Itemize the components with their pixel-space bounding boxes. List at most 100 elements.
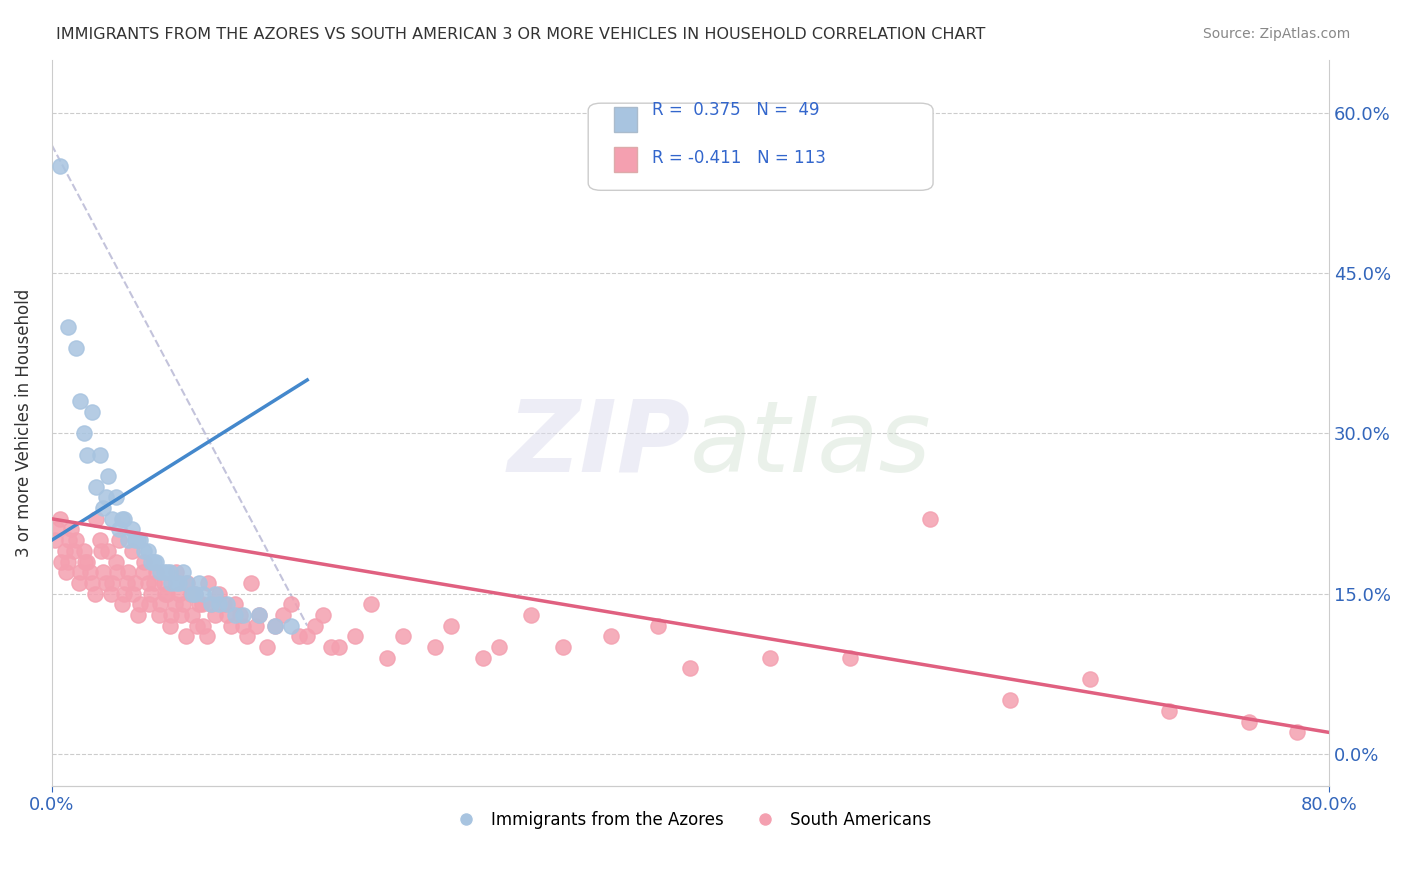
Point	[1078, 672, 1101, 686]
Point	[247, 607, 270, 622]
Point	[264, 618, 287, 632]
Point	[392, 629, 415, 643]
Point	[44, 533, 66, 548]
Point	[304, 618, 326, 632]
Point	[181, 586, 204, 600]
Point	[134, 555, 156, 569]
Point	[94, 575, 117, 590]
Point	[101, 575, 124, 590]
Point	[224, 607, 246, 622]
Point	[170, 607, 193, 622]
Point	[197, 575, 219, 590]
Point	[136, 575, 159, 590]
Point	[217, 597, 239, 611]
Point	[195, 629, 218, 643]
Point	[217, 607, 239, 622]
Point	[139, 555, 162, 569]
Point	[163, 597, 186, 611]
Point	[100, 586, 122, 600]
Point	[312, 607, 335, 622]
Point	[165, 575, 187, 590]
Point	[86, 480, 108, 494]
Point	[91, 501, 114, 516]
Point	[136, 544, 159, 558]
Point	[181, 607, 204, 622]
Point	[165, 565, 187, 579]
Point	[97, 469, 120, 483]
Point	[295, 629, 318, 643]
Point	[132, 565, 155, 579]
Point	[124, 575, 146, 590]
Point	[156, 586, 179, 600]
Point	[599, 629, 621, 643]
Point	[148, 607, 170, 622]
Point	[104, 491, 127, 505]
Point	[328, 640, 350, 654]
Point	[138, 597, 160, 611]
Point	[75, 555, 97, 569]
Point	[1237, 714, 1260, 729]
Point	[79, 565, 101, 579]
Point	[139, 586, 162, 600]
Point	[145, 555, 167, 569]
Point	[89, 533, 111, 548]
Point	[184, 586, 207, 600]
Point	[288, 629, 311, 643]
Point	[117, 565, 139, 579]
Point	[208, 597, 231, 611]
Point	[159, 565, 181, 579]
Point	[375, 650, 398, 665]
Point	[69, 394, 91, 409]
FancyBboxPatch shape	[614, 107, 637, 132]
Point	[186, 618, 208, 632]
Point	[160, 575, 183, 590]
Point	[63, 544, 86, 558]
Text: Source: ZipAtlas.com: Source: ZipAtlas.com	[1202, 27, 1350, 41]
Point	[1286, 725, 1309, 739]
FancyBboxPatch shape	[614, 147, 637, 172]
Point	[204, 586, 226, 600]
Point	[360, 597, 382, 611]
Point	[1159, 704, 1181, 718]
Point	[127, 533, 149, 548]
Point	[142, 575, 165, 590]
Point	[193, 618, 215, 632]
Point	[53, 544, 76, 558]
Point	[128, 533, 150, 548]
Point	[647, 618, 669, 632]
Point	[519, 607, 541, 622]
Point	[321, 640, 343, 654]
Point	[58, 533, 80, 548]
Point	[55, 565, 77, 579]
Point	[69, 565, 91, 579]
Point	[115, 575, 138, 590]
Point	[219, 618, 242, 632]
Legend: Immigrants from the Azores, South Americans: Immigrants from the Azores, South Americ…	[443, 805, 938, 836]
Point	[65, 533, 87, 548]
Y-axis label: 3 or more Vehicles in Household: 3 or more Vehicles in Household	[15, 289, 32, 557]
Point	[551, 640, 574, 654]
Point	[212, 597, 235, 611]
Point	[45, 523, 67, 537]
Point	[245, 618, 267, 632]
Point	[176, 575, 198, 590]
Text: atlas: atlas	[690, 396, 932, 493]
Point	[65, 341, 87, 355]
Point	[169, 575, 191, 590]
Point	[111, 512, 134, 526]
Point	[112, 512, 135, 526]
Text: IMMIGRANTS FROM THE AZORES VS SOUTH AMERICAN 3 OR MORE VEHICLES IN HOUSEHOLD COR: IMMIGRANTS FROM THE AZORES VS SOUTH AMER…	[56, 27, 986, 42]
Point	[73, 544, 96, 558]
Point	[111, 597, 134, 611]
Point	[344, 629, 367, 643]
Point	[204, 607, 226, 622]
Point	[184, 586, 207, 600]
Point	[122, 586, 145, 600]
Point	[174, 575, 197, 590]
Point	[134, 544, 156, 558]
Point	[107, 523, 129, 537]
Point	[180, 586, 202, 600]
Point	[105, 565, 128, 579]
Point	[73, 426, 96, 441]
Point	[235, 629, 257, 643]
